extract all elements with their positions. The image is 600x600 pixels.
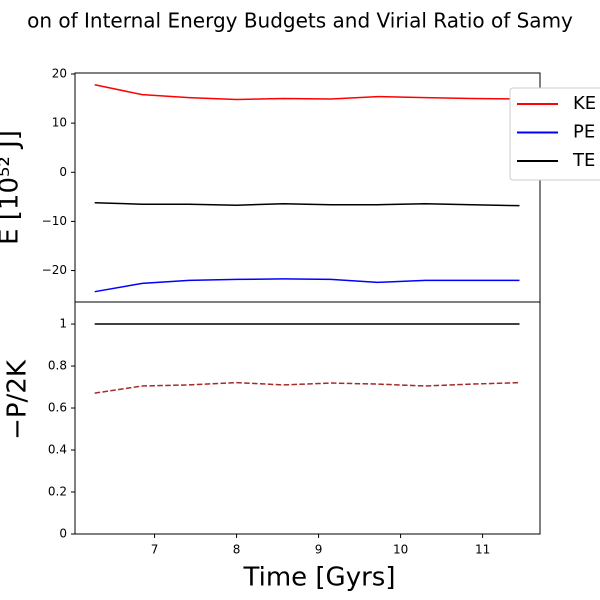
x-axis-label: Time [Gyrs] <box>243 563 396 593</box>
x-tick-label: 9 <box>315 543 323 557</box>
y-tick-label: 0 <box>59 527 67 541</box>
y-tick-label: 1 <box>59 317 67 331</box>
y-axis-label: E [10⁵² J] <box>0 130 25 245</box>
data-line <box>94 381 520 394</box>
y-tick-label: 0.8 <box>48 359 67 373</box>
x-tick-label: 10 <box>393 543 408 557</box>
legend-label: KE <box>573 93 596 114</box>
axes-frame <box>74 72 541 303</box>
x-tick-label: 8 <box>233 543 241 557</box>
y-axis-label: −P/2K <box>3 359 33 440</box>
data-line <box>94 84 520 101</box>
y-tick-label: 10 <box>52 116 67 130</box>
data-line <box>94 201 520 207</box>
y-tick-label: 0.2 <box>48 485 67 499</box>
data-line <box>94 278 520 293</box>
y-tick-label: 0.4 <box>48 443 67 457</box>
x-tick-label: 7 <box>151 543 159 557</box>
x-tick-label: 11 <box>475 543 490 557</box>
legend-box <box>509 87 600 181</box>
chart-title: on of Internal Energy Budgets and Virial… <box>27 9 573 33</box>
legend-label: TE <box>572 150 595 171</box>
y-tick-label: 20 <box>52 66 67 80</box>
legend-label: PE <box>573 122 595 143</box>
y-tick-label: 0.6 <box>48 401 67 415</box>
axes-frame <box>74 301 541 535</box>
y-tick-label: −20 <box>42 263 67 277</box>
y-tick-label: 0 <box>59 165 67 179</box>
y-tick-label: −10 <box>42 214 67 228</box>
